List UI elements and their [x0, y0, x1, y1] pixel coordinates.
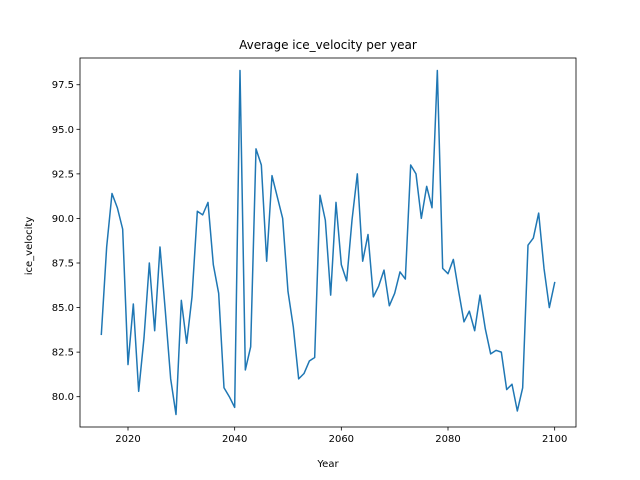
x-tick-label: 2100	[542, 434, 567, 445]
x-axis-label: Year	[316, 459, 339, 470]
y-tick-label: 87.5	[52, 259, 74, 270]
y-axis-label: ice_velocity	[24, 217, 35, 276]
plot-area: 2020 2040 2060 2080 2100 80.0 82.5 85.0 87.5 90.0…	[52, 57, 577, 445]
y-tick-label: 95.0	[52, 125, 74, 136]
y-tick-label: 80.0	[52, 392, 74, 403]
y-tick-label: 97.5	[52, 80, 74, 91]
y-tick-label: 85.0	[52, 303, 74, 314]
chart-title: Average ice_velocity per year	[239, 38, 417, 52]
y-tick-label: 92.5	[52, 169, 74, 180]
x-tick-label: 2060	[329, 434, 354, 445]
x-tick-label: 2040	[222, 434, 247, 445]
y-tick-label: 82.5	[52, 348, 74, 359]
series-line-0	[100, 69, 556, 416]
y-tick-label: 90.0	[52, 214, 74, 225]
x-tick-label: 2020	[115, 434, 140, 445]
plot-frame	[79, 57, 577, 428]
x-tick-label: 2080	[435, 434, 460, 445]
